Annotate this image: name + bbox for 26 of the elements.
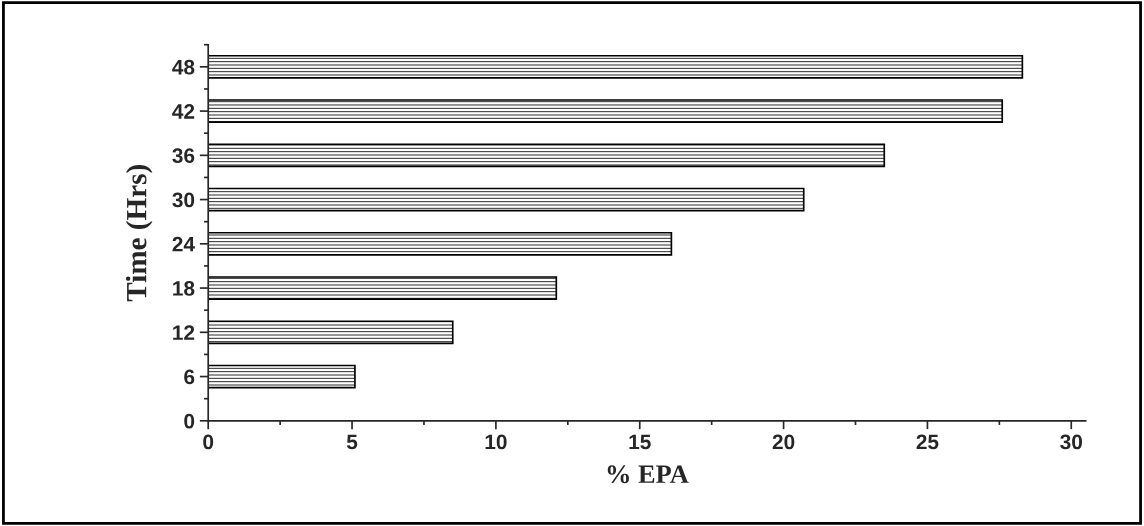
y-tick-label: 0 [184, 413, 195, 429]
y-tick-label: 30 [172, 192, 195, 208]
x-tick-label: 5 [346, 434, 358, 450]
y-tick-label: 24 [172, 236, 195, 252]
x-tick-label: 20 [772, 434, 795, 450]
bar [208, 320, 454, 345]
y-tick-label: 18 [173, 281, 195, 296]
bar [208, 99, 1004, 123]
y-tick-label: 6 [184, 369, 195, 385]
bar [208, 143, 886, 168]
x-axis-title: % EPA [607, 465, 689, 484]
y-axis-title: Time (Hrs) [125, 165, 153, 302]
bar [208, 231, 673, 256]
y-tick-label: 36 [172, 148, 195, 164]
bar [208, 187, 805, 212]
x-tick-label: 25 [916, 434, 939, 450]
bar [208, 276, 558, 300]
x-tick-label: 30 [1060, 434, 1083, 450]
y-tick-label: 48 [172, 59, 195, 75]
bar [208, 54, 1024, 79]
bar [208, 364, 356, 389]
x-tick-label: 15 [629, 434, 651, 450]
y-tick-label: 12 [173, 325, 195, 340]
y-tick-label: 42 [172, 104, 195, 119]
x-tick-label: 0 [203, 434, 214, 450]
x-tick-label: 10 [485, 434, 507, 450]
